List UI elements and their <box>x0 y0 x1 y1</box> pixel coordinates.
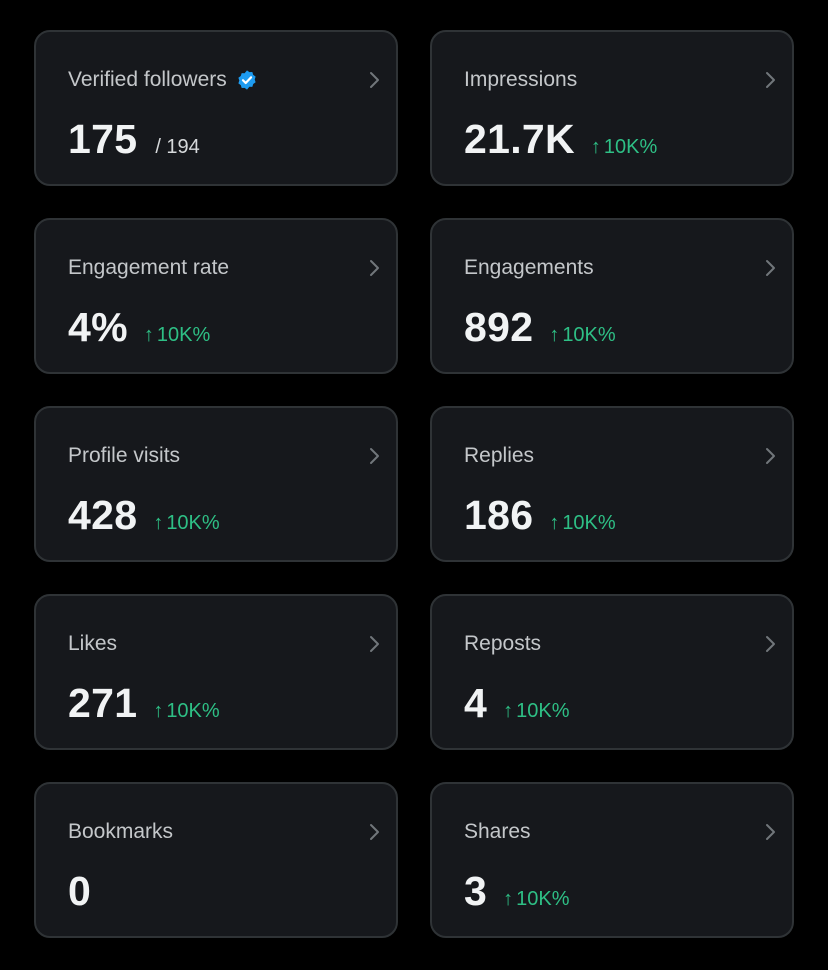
chevron-right-icon <box>370 824 379 840</box>
card-change-text: 10K% <box>562 512 616 534</box>
card-change-text: 10K% <box>166 512 220 534</box>
card-value: 4 <box>464 680 488 726</box>
card-label-text: Bookmarks <box>68 820 174 843</box>
card-change-text: 10K% <box>516 888 570 910</box>
card-label: Reposts <box>464 632 541 656</box>
verified-badge-icon <box>238 70 256 90</box>
card-value: 186 <box>464 492 534 538</box>
card-value-row: 0 <box>68 868 91 915</box>
card-change: ↑ 10K% <box>549 512 615 535</box>
card-engagement-rate[interactable]: Engagement rate 4% ↑ 10K% <box>34 218 398 374</box>
card-replies[interactable]: Replies 186 ↑ 10K% <box>430 406 794 562</box>
card-total: / 194 <box>155 136 200 158</box>
card-label-text: Verified followers <box>68 68 227 91</box>
arrow-up-icon: ↑ <box>549 324 560 346</box>
chevron-right-icon <box>370 636 379 652</box>
card-value: 892 <box>464 304 534 350</box>
metrics-grid: Verified followers 175 / 194 Impressions… <box>34 30 794 938</box>
card-label-text: Replies <box>464 444 535 467</box>
card-likes[interactable]: Likes 271 ↑ 10K% <box>34 594 398 750</box>
card-change: ↑ 10K% <box>549 324 615 347</box>
chevron-right-icon <box>766 72 775 88</box>
arrow-up-icon: ↑ <box>590 136 601 158</box>
arrow-up-icon: ↑ <box>143 324 154 346</box>
chevron-right-icon <box>370 448 379 464</box>
card-label: Verified followers <box>68 68 258 92</box>
card-label-text: Likes <box>68 632 118 655</box>
card-value-row: 892 ↑ 10K% <box>464 304 616 351</box>
card-change: ↑ 10K% <box>153 700 219 723</box>
card-label: Impressions <box>464 68 577 92</box>
arrow-up-icon: ↑ <box>153 512 164 534</box>
card-label: Profile visits <box>68 444 180 468</box>
chevron-right-icon <box>766 260 775 276</box>
card-label-text: Engagements <box>464 256 594 279</box>
card-value-row: 175 / 194 <box>68 116 200 163</box>
card-change: ↑ 10K% <box>144 324 210 347</box>
card-change-text: 10K% <box>166 700 220 722</box>
card-value-row: 21.7K ↑ 10K% <box>464 116 657 163</box>
card-label-text: Engagement rate <box>68 256 230 279</box>
card-change-text: 10K% <box>516 700 570 722</box>
arrow-up-icon: ↑ <box>549 512 560 534</box>
card-change: ↑ 10K% <box>503 700 569 723</box>
card-label: Likes <box>68 632 117 656</box>
card-label-text: Reposts <box>464 632 542 655</box>
card-label: Engagements <box>464 256 594 280</box>
card-label-text: Profile visits <box>68 444 181 467</box>
card-value-row: 271 ↑ 10K% <box>68 680 220 727</box>
card-change-text: 10K% <box>562 324 616 346</box>
card-change-text: 10K% <box>603 136 658 158</box>
chevron-right-icon <box>766 448 775 464</box>
chevron-right-icon <box>370 260 379 276</box>
card-engagements[interactable]: Engagements 892 ↑ 10K% <box>430 218 794 374</box>
card-value: 4% <box>68 304 128 350</box>
arrow-up-icon: ↑ <box>503 700 514 722</box>
chevron-right-icon <box>370 72 379 88</box>
card-label-text: Shares <box>464 820 531 843</box>
card-value-row: 4% ↑ 10K% <box>68 304 210 351</box>
card-change: ↑ 10K% <box>153 512 219 535</box>
card-reposts[interactable]: Reposts 4 ↑ 10K% <box>430 594 794 750</box>
card-impressions[interactable]: Impressions 21.7K ↑ 10K% <box>430 30 794 186</box>
card-value-row: 4 ↑ 10K% <box>464 680 569 727</box>
card-label: Replies <box>464 444 534 468</box>
card-label: Engagement rate <box>68 256 229 280</box>
card-value: 428 <box>68 492 138 538</box>
card-value-row: 3 ↑ 10K% <box>464 868 569 915</box>
card-value-row: 186 ↑ 10K% <box>464 492 616 539</box>
card-profile-visits[interactable]: Profile visits 428 ↑ 10K% <box>34 406 398 562</box>
card-value: 0 <box>68 868 92 914</box>
card-value-row: 428 ↑ 10K% <box>68 492 220 539</box>
card-value: 21.7K <box>464 116 575 162</box>
chevron-right-icon <box>766 636 775 652</box>
card-verified-followers[interactable]: Verified followers 175 / 194 <box>34 30 398 186</box>
card-shares[interactable]: Shares 3 ↑ 10K% <box>430 782 794 938</box>
card-change: ↑ 10K% <box>591 136 657 159</box>
card-change-text: 10K% <box>156 324 211 346</box>
card-label: Bookmarks <box>68 820 173 844</box>
card-bookmarks[interactable]: Bookmarks 0 <box>34 782 398 938</box>
card-label-text: Impressions <box>464 68 578 91</box>
card-change: ↑ 10K% <box>503 888 569 911</box>
card-value: 3 <box>464 868 488 914</box>
arrow-up-icon: ↑ <box>153 700 164 722</box>
card-value: 175 <box>68 116 138 162</box>
chevron-right-icon <box>766 824 775 840</box>
card-value: 271 <box>68 680 138 726</box>
arrow-up-icon: ↑ <box>503 888 514 910</box>
card-label: Shares <box>464 820 531 844</box>
